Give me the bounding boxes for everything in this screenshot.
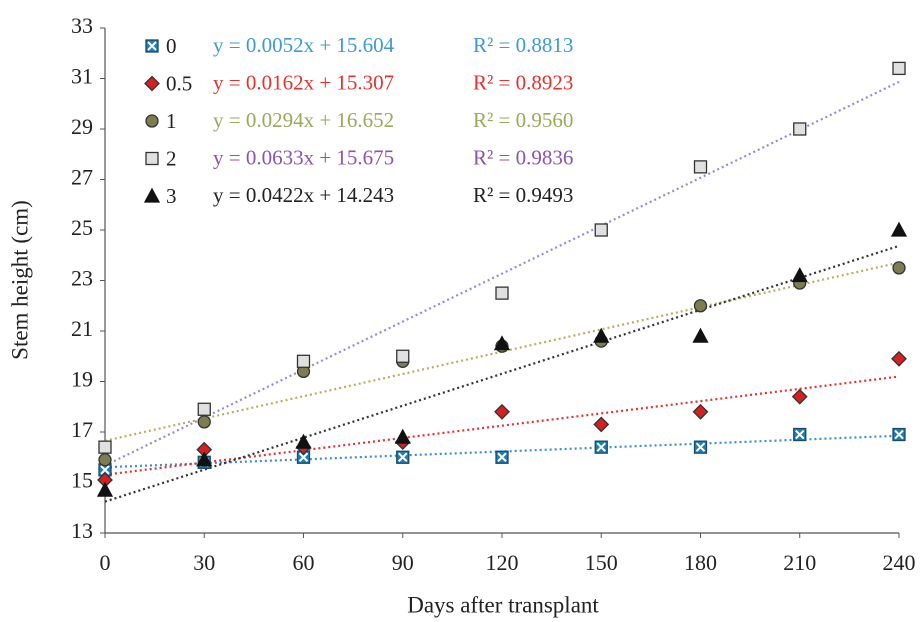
trendline-r2: R² = 0.8923 [473, 70, 573, 94]
point-cross [894, 429, 904, 440]
point-cross [596, 442, 606, 452]
trendline-equation: y = 0.0422x + 14.243 [213, 183, 394, 207]
trendline-equation: y = 0.0294x + 16.652 [213, 108, 394, 132]
y-tick-label: 25 [71, 215, 93, 240]
x-tick-label: 60 [293, 550, 315, 575]
trendline-r2: R² = 0.9836 [473, 145, 573, 169]
point [890, 221, 908, 237]
y-tick-label: 33 [71, 13, 93, 38]
legend-label: 2 [166, 146, 177, 170]
point [594, 223, 608, 237]
x-tick-label: 240 [883, 550, 916, 575]
legend-label: 0 [166, 34, 177, 58]
y-tick-label: 13 [71, 518, 93, 543]
point-cross [795, 429, 805, 440]
point [892, 61, 906, 76]
y-tick-label: 29 [71, 114, 93, 139]
trendline-equation: y = 0.0052x + 15.604 [213, 33, 395, 57]
x-tick-label: 150 [585, 550, 618, 575]
x-tick-label: 210 [783, 550, 816, 575]
trendline [104, 375, 900, 476]
point [693, 160, 708, 174]
trendline-r2: R² = 0.8813 [473, 33, 573, 57]
point [196, 451, 213, 467]
legend-marker [143, 187, 161, 203]
point-cross [298, 452, 309, 462]
trendline [104, 80, 900, 467]
point [98, 453, 112, 467]
point-cross [695, 442, 706, 452]
point [495, 286, 509, 300]
point-cross [497, 452, 507, 462]
point [197, 402, 211, 416]
point [593, 416, 610, 433]
point [891, 350, 907, 367]
point [96, 481, 114, 497]
point [892, 261, 906, 275]
point [295, 433, 312, 449]
point [494, 403, 510, 420]
point-cross [398, 452, 408, 462]
legend-label: 0.5 [166, 71, 192, 95]
legend-marker [144, 75, 160, 92]
y-tick-label: 27 [71, 165, 93, 190]
trendline [104, 244, 900, 503]
legend-label: 1 [166, 109, 177, 133]
trendline-equation: y = 0.0162x + 15.307 [213, 70, 394, 94]
point [791, 388, 808, 405]
y-tick-label: 23 [71, 266, 93, 291]
y-tick-label: 19 [71, 367, 93, 392]
point [693, 299, 708, 313]
point [692, 403, 709, 420]
point [197, 415, 211, 429]
point-cross [100, 465, 110, 475]
y-tick-label: 17 [71, 417, 93, 442]
point [791, 267, 808, 283]
trendline-equation: y = 0.0633x + 15.675 [213, 145, 394, 169]
point [692, 327, 709, 343]
x-tick-label: 30 [193, 550, 215, 575]
trendline-r2: R² = 0.9493 [473, 183, 573, 207]
y-tick-label: 31 [71, 64, 93, 89]
y-tick-label: 21 [71, 316, 93, 341]
x-tick-label: 180 [684, 550, 717, 575]
point [98, 440, 112, 454]
trendline-r2: R² = 0.9560 [473, 108, 573, 132]
y-tick-label: 15 [71, 468, 93, 493]
point [493, 335, 511, 351]
point-cross [147, 41, 157, 51]
legend-marker [145, 151, 159, 166]
legend-label: 3 [166, 184, 177, 208]
x-tick-label: 0 [100, 550, 111, 575]
point [396, 349, 410, 363]
legend-marker [145, 114, 159, 128]
x-tick-label: 90 [392, 550, 414, 575]
point [394, 428, 411, 444]
y-axis-title: Stem height (cm) [7, 200, 32, 360]
x-axis-title: Days after transplant [407, 592, 599, 617]
x-tick-label: 120 [486, 550, 519, 575]
point [793, 122, 807, 136]
point [593, 327, 610, 343]
point [296, 354, 311, 368]
